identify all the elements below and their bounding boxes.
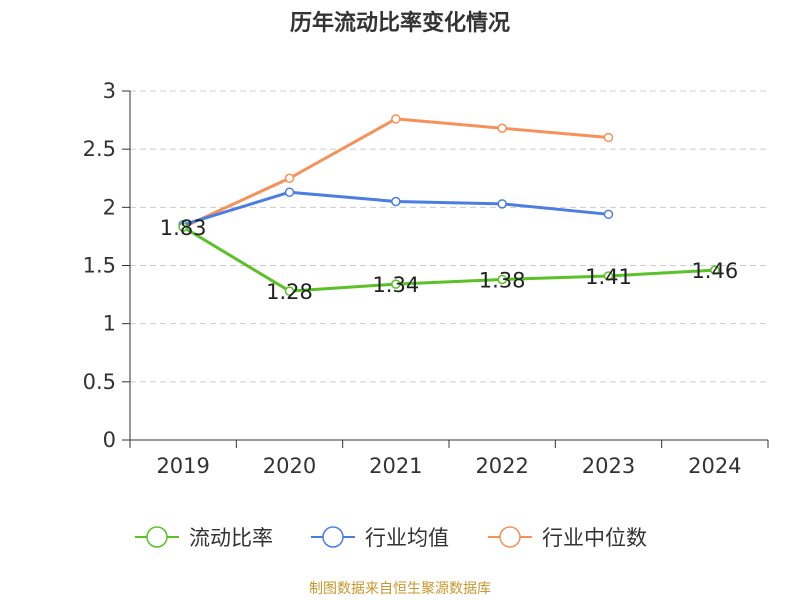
legend-label: 行业均值 bbox=[365, 526, 449, 550]
legend-marker bbox=[499, 526, 521, 548]
axes: 0 0.5 1 1.5 2 2.5 3 2019 2020 2021 2022 2023 2024 bbox=[83, 79, 769, 478]
x-tick-label: 2022 bbox=[475, 454, 528, 478]
data-point bbox=[603, 132, 614, 143]
data-point bbox=[603, 209, 614, 220]
y-tick-label: 3 bbox=[103, 79, 116, 103]
y-tick-label: 1.5 bbox=[83, 254, 116, 278]
data-point bbox=[497, 123, 507, 133]
legend: 流动比率 行业均值 行业中位数 bbox=[135, 526, 647, 550]
legend-label: 行业中位数 bbox=[542, 526, 647, 550]
y-tick-label: 2 bbox=[103, 195, 116, 219]
data-point bbox=[284, 286, 295, 296]
y-tick-label: 1 bbox=[103, 312, 116, 336]
data-label: 1.28 bbox=[266, 280, 313, 304]
legend-marker bbox=[322, 526, 344, 548]
legend-label: 流动比率 bbox=[189, 526, 273, 550]
data-label: 1.34 bbox=[372, 273, 419, 297]
legend-marker bbox=[146, 526, 168, 548]
data-label: 1.41 bbox=[585, 265, 632, 289]
grid-lines bbox=[130, 90, 768, 383]
data-point bbox=[391, 279, 401, 289]
data-label: 1.83 bbox=[160, 216, 207, 240]
y-tick-label: 2.5 bbox=[83, 137, 116, 161]
data-point bbox=[178, 222, 188, 232]
x-tick-label: 2024 bbox=[688, 454, 741, 478]
x-tick-label: 2019 bbox=[156, 454, 209, 478]
series-line bbox=[182, 117, 609, 229]
source-note: 制图数据来自恒生聚源数据库 bbox=[309, 581, 491, 597]
y-tick-label: 0 bbox=[103, 428, 116, 452]
series-layer bbox=[178, 114, 720, 296]
data-label: 1.38 bbox=[479, 268, 526, 292]
data-point bbox=[391, 114, 401, 124]
x-tick-label: 2023 bbox=[582, 454, 635, 478]
data-point bbox=[284, 173, 295, 183]
data-point bbox=[391, 196, 401, 207]
y-tick-label: 0.5 bbox=[83, 370, 116, 394]
series-line bbox=[182, 225, 715, 293]
data-label: 1.46 bbox=[691, 259, 738, 283]
data-point bbox=[603, 271, 614, 281]
data-point bbox=[284, 187, 295, 197]
data-point bbox=[497, 199, 507, 209]
data-point bbox=[497, 274, 507, 285]
x-tick-label: 2021 bbox=[369, 454, 422, 478]
data-labels: 1.83 1.28 1.34 1.38 1.41 1.46 bbox=[160, 216, 738, 304]
chart-title: 历年流动比率变化情况 bbox=[289, 11, 510, 36]
x-tick-label: 2020 bbox=[263, 454, 316, 478]
data-point bbox=[710, 265, 720, 275]
